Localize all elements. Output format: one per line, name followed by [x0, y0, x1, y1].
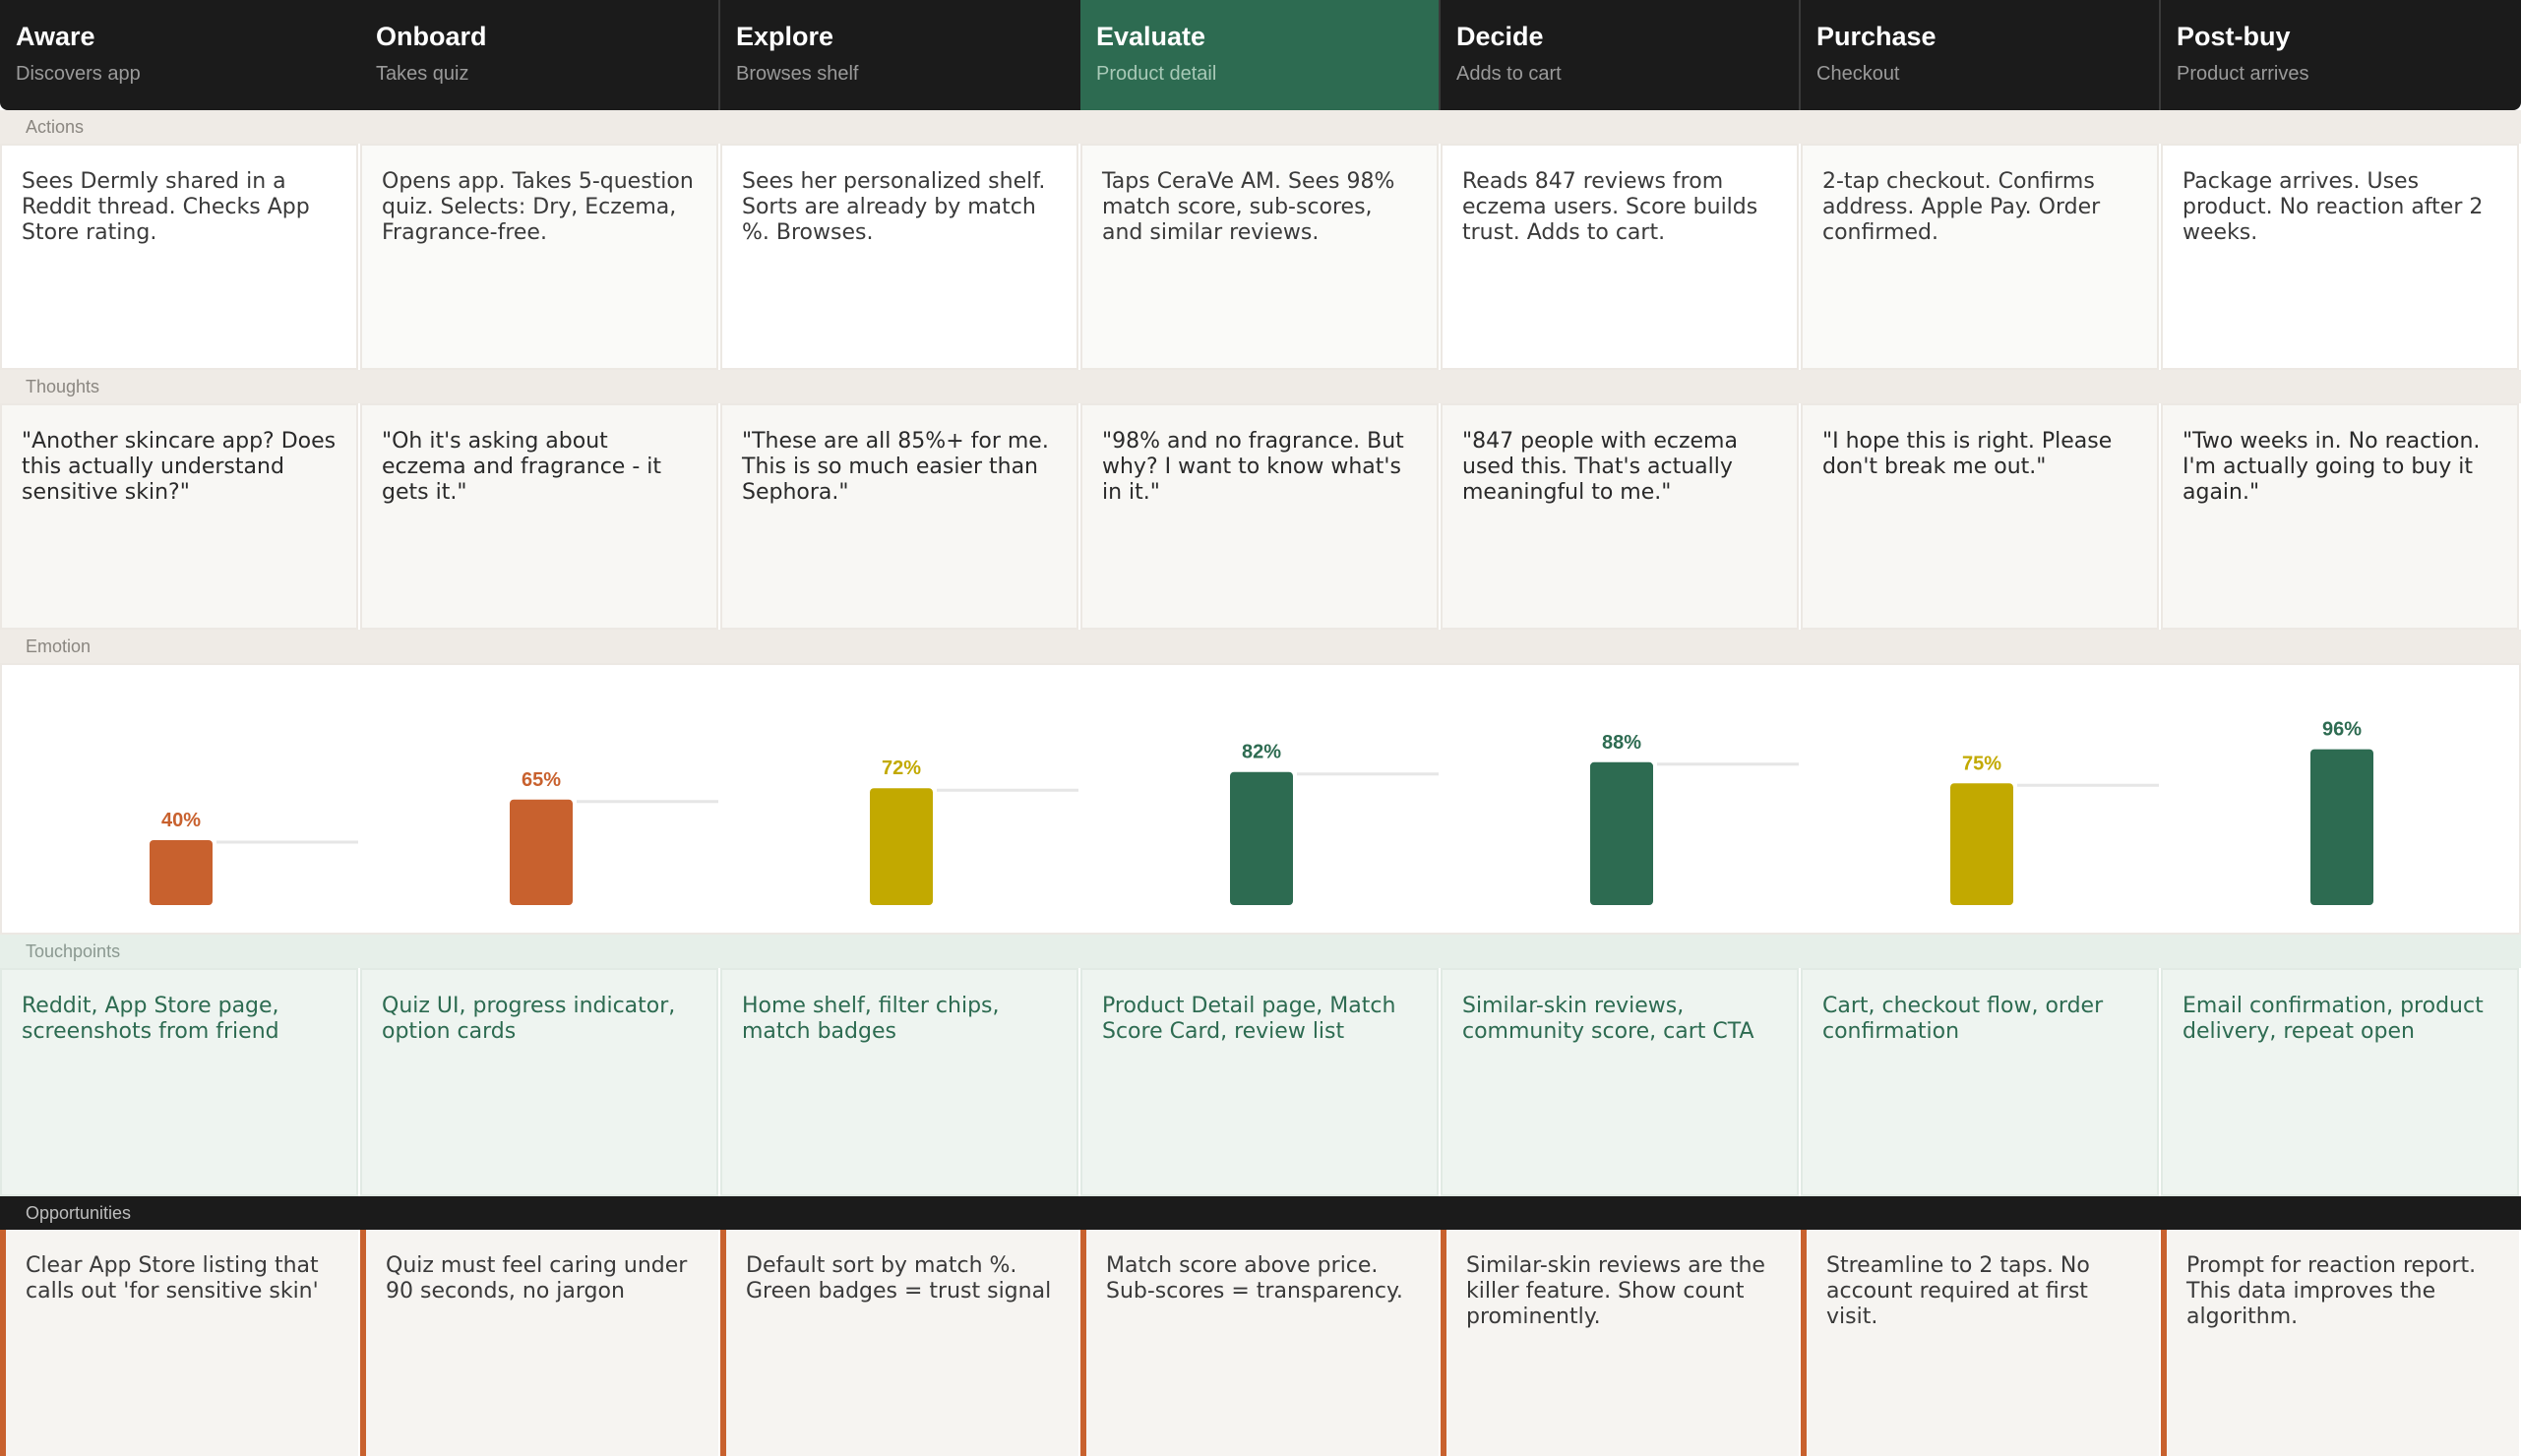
thought-cell: "These are all 85%+ for me. This is so m…	[720, 403, 1078, 630]
thought-cell: "Another skincare app? Does this actuall…	[0, 403, 358, 630]
emotion-bar-aware	[150, 840, 213, 905]
touchpoint-cell: Home shelf, filter chips, match badges	[720, 968, 1078, 1196]
row-label-opportunities: Opportunities	[0, 1196, 2521, 1230]
touchpoint-cell: Cart, checkout flow, order confirmation	[1801, 968, 2159, 1196]
emotion-value-label: 96%	[2322, 719, 2362, 741]
stage-post-buy[interactable]: Post-buy Product arrives	[2159, 0, 2521, 110]
touchpoint-cell: Product Detail page, Match Score Card, r…	[1080, 968, 1439, 1196]
action-cell: Package arrives. Uses product. No reacti…	[2161, 144, 2519, 370]
stage-subtitle: Browses shelf	[736, 63, 859, 85]
emotion-value-label: 88%	[1602, 732, 1641, 754]
opportunity-cell: Quiz must feel caring under 90 seconds, …	[360, 1230, 718, 1456]
opportunity-cell: Match score above price. Sub-scores = tr…	[1080, 1230, 1439, 1456]
emotion-value-label: 72%	[882, 758, 921, 779]
action-cell: 2-tap checkout. Confirms address. Apple …	[1801, 144, 2159, 370]
emotion-value-label: 40%	[161, 810, 201, 831]
opportunity-cell: Prompt for reaction report. This data im…	[2161, 1230, 2519, 1456]
stage-subtitle: Adds to cart	[1456, 63, 1562, 85]
emotion-chart: 40% 65% 72% 82% 88% 75% 96%	[0, 663, 2521, 935]
stage-title: Explore	[736, 22, 834, 51]
emotion-bar-decide	[1590, 761, 1653, 905]
emotion-bar-explore	[870, 788, 933, 905]
stage-decide[interactable]: Decide Adds to cart	[1439, 0, 1801, 110]
row-label-emotion: Emotion	[0, 630, 2521, 663]
stage-title: Onboard	[376, 22, 487, 51]
action-cell: Reads 847 reviews from eczema users. Sco…	[1441, 144, 1799, 370]
thought-cell: "Oh it's asking about eczema and fragran…	[360, 403, 718, 630]
emotion-value-label: 75%	[1962, 753, 2001, 774]
thought-cell: "98% and no fragrance. But why? I want t…	[1080, 403, 1439, 630]
stage-subtitle: Discovers app	[16, 63, 141, 85]
emotion-bar-evaluate	[1230, 771, 1293, 905]
emotion-bar-post-buy	[2310, 749, 2373, 905]
action-cell: Taps CeraVe AM. Sees 98% match score, su…	[1080, 144, 1439, 370]
stage-purchase[interactable]: Purchase Checkout	[1799, 0, 2161, 110]
stage-aware[interactable]: Aware Discovers app	[0, 0, 360, 110]
emotion-bar-purchase	[1950, 783, 2013, 905]
thought-cell: "I hope this is right. Please don't brea…	[1801, 403, 2159, 630]
opportunity-cell: Clear App Store listing that calls out '…	[0, 1230, 358, 1456]
stage-explore[interactable]: Explore Browses shelf	[718, 0, 1080, 110]
row-label-actions: Actions	[0, 110, 2521, 144]
stage-subtitle: Checkout	[1816, 63, 1900, 85]
emotion-value-label: 82%	[1242, 742, 1281, 763]
action-cell: Sees her personalized shelf. Sorts are a…	[720, 144, 1078, 370]
stage-subtitle: Takes quiz	[376, 63, 469, 85]
touchpoint-cell: Email confirmation, product delivery, re…	[2161, 968, 2519, 1196]
touchpoint-cell: Reddit, App Store page, screenshots from…	[0, 968, 358, 1196]
thought-cell: "847 people with eczema used this. That'…	[1441, 403, 1799, 630]
touchpoint-cell: Similar-skin reviews, community score, c…	[1441, 968, 1799, 1196]
emotion-chart-svg: 40% 65% 72% 82% 88% 75% 96%	[150, 719, 2373, 905]
opportunity-cell: Streamline to 2 taps. No account require…	[1801, 1230, 2159, 1456]
stage-title: Decide	[1456, 22, 1544, 51]
stage-title: Post-buy	[2177, 22, 2291, 51]
stage-subtitle: Product arrives	[2177, 63, 2309, 85]
stage-title: Evaluate	[1096, 22, 1206, 51]
row-label-thoughts: Thoughts	[0, 370, 2521, 403]
stage-evaluate[interactable]: Evaluate Product detail	[1080, 0, 1439, 110]
row-label-touchpoints: Touchpoints	[0, 935, 2521, 968]
stage-onboard[interactable]: Onboard Takes quiz	[360, 0, 720, 110]
action-cell: Sees Dermly shared in a Reddit thread. C…	[0, 144, 358, 370]
journey-stage-header: Aware Discovers app Onboard Takes quiz E…	[0, 0, 2521, 110]
thought-cell: "Two weeks in. No reaction. I'm actually…	[2161, 403, 2519, 630]
touchpoint-cell: Quiz UI, progress indicator, option card…	[360, 968, 718, 1196]
opportunity-cell: Default sort by match %. Green badges = …	[720, 1230, 1078, 1456]
emotion-value-label: 65%	[522, 769, 561, 791]
stage-title: Aware	[16, 22, 95, 51]
action-cell: Opens app. Takes 5-question quiz. Select…	[360, 144, 718, 370]
stage-title: Purchase	[1816, 22, 1937, 51]
stage-subtitle: Product detail	[1096, 63, 1217, 85]
opportunity-cell: Similar-skin reviews are the killer feat…	[1441, 1230, 1799, 1456]
emotion-bar-onboard	[510, 799, 573, 905]
